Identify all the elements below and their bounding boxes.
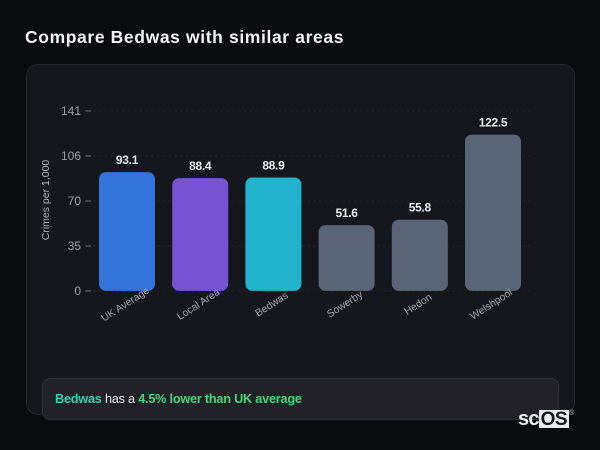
svg-text:UK Average: UK Average — [100, 285, 152, 324]
svg-text:88.9: 88.9 — [262, 159, 285, 173]
svg-text:122.5: 122.5 — [479, 116, 508, 130]
svg-text:141: 141 — [61, 104, 81, 118]
svg-text:Bedwas: Bedwas — [254, 290, 291, 319]
svg-text:70: 70 — [68, 194, 82, 208]
svg-text:106: 106 — [61, 149, 81, 163]
svg-text:93.1: 93.1 — [116, 153, 139, 167]
svg-text:55.8: 55.8 — [409, 201, 432, 215]
svg-text:88.4: 88.4 — [189, 159, 212, 173]
svg-text:35: 35 — [68, 239, 82, 253]
svg-text:Welshpool: Welshpool — [469, 287, 515, 322]
svg-text:Sowerby: Sowerby — [325, 289, 365, 321]
svg-text:Crimes per 1,000: Crimes per 1,000 — [40, 160, 52, 241]
svg-text:Hedon: Hedon — [403, 292, 435, 318]
svg-text:Local Area: Local Area — [175, 287, 222, 323]
svg-text:51.6: 51.6 — [336, 206, 359, 220]
svg-text:0: 0 — [74, 284, 81, 298]
